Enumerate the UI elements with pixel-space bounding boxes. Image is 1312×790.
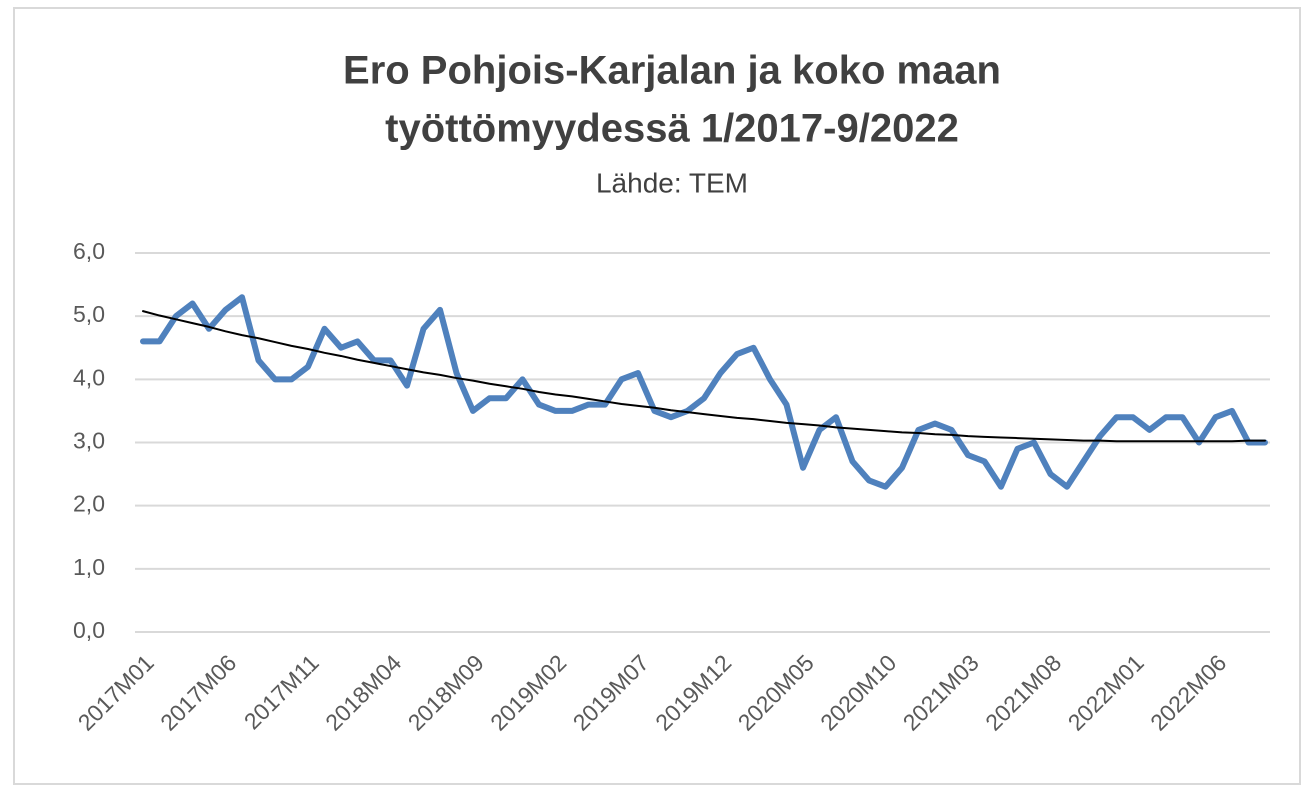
y-tick-label: 1,0 <box>73 554 105 580</box>
chart-frame <box>13 7 1301 785</box>
line <box>142 310 1266 443</box>
y-tick-label: 6,0 <box>73 238 105 264</box>
chart-title: työttömyydessä 1/2017-9/2022 <box>385 107 959 151</box>
y-tick-label: 3,0 <box>73 428 105 454</box>
line <box>140 294 1268 490</box>
y-tick-label: 0,0 <box>73 617 105 643</box>
chart-subtitle: Lähde: TEM <box>596 167 748 198</box>
y-tick-label: 4,0 <box>73 364 105 390</box>
y-tick-label: 5,0 <box>73 301 105 327</box>
chart-title: Ero Pohjois-Karjalan ja koko maan <box>343 49 1001 93</box>
y-tick-label: 2,0 <box>73 491 105 517</box>
